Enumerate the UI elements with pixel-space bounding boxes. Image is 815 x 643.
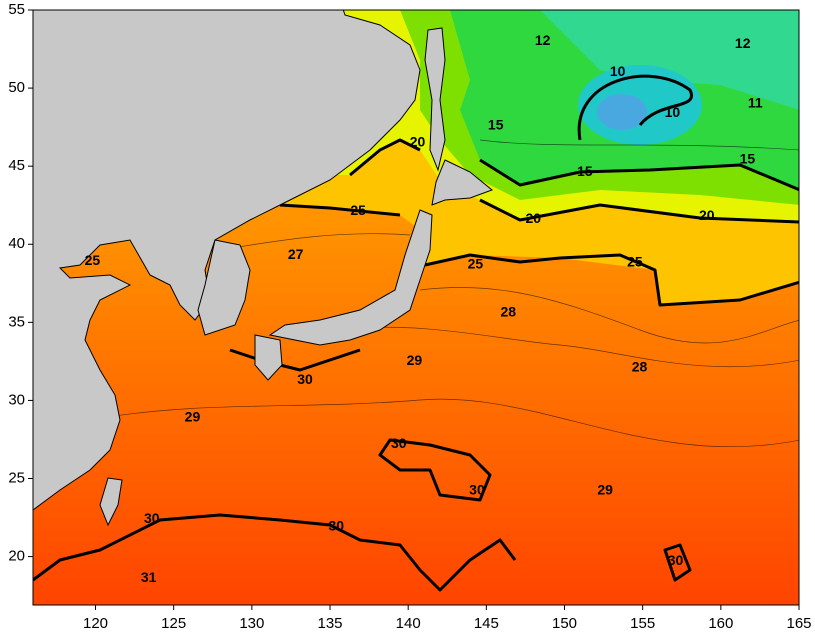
- y-tick-label: 25: [8, 469, 25, 486]
- contour-label: 25: [468, 255, 484, 271]
- contour-label: 20: [699, 207, 715, 223]
- contour-label: 15: [577, 163, 593, 179]
- contour-label: 11: [748, 94, 763, 110]
- y-tick-label: 35: [8, 313, 25, 330]
- contour-label: 15: [488, 116, 504, 132]
- isotherm-30: [229, 348, 361, 372]
- sst-field: [33, 10, 799, 605]
- land-sakhalin: [424, 27, 446, 172]
- land-taiwan: [99, 477, 123, 527]
- isotherm-thin: [219, 233, 411, 251]
- isotherm-15: [479, 158, 799, 192]
- contour-label: 30: [668, 552, 684, 568]
- contour-label: 20: [410, 133, 426, 149]
- y-tick-label: 30: [8, 391, 25, 408]
- land-korea: [197, 239, 251, 336]
- x-tick-label: 125: [161, 615, 186, 632]
- contour-label: 28: [632, 358, 648, 374]
- isotherm-thin: [479, 139, 799, 151]
- contour-label: 10: [610, 63, 626, 79]
- contour-label: 27: [288, 246, 304, 262]
- isotherm-thin: [339, 326, 799, 368]
- contour-label: 25: [350, 202, 366, 218]
- x-tick-label: 160: [708, 615, 733, 632]
- isotherm-25: [424, 253, 799, 307]
- contour-label: 15: [740, 151, 756, 167]
- contour-label: 30: [297, 371, 313, 387]
- land-asia: [33, 10, 421, 511]
- x-tick-label: 120: [83, 615, 108, 632]
- y-tick-label: 50: [8, 79, 25, 96]
- contour-label: 31: [141, 569, 157, 585]
- contour-label: 29: [185, 408, 201, 424]
- y-tick-label: 20: [8, 548, 25, 565]
- x-tick-label: 145: [474, 615, 499, 632]
- contour-label: 25: [85, 252, 101, 268]
- y-tick-label: 55: [8, 1, 25, 18]
- zone-below-12: [540, 10, 799, 110]
- x-tick-label: 155: [630, 615, 655, 632]
- contour-label: 30: [328, 518, 344, 534]
- contour-label: 28: [500, 304, 516, 320]
- isotherm-thin: [419, 287, 799, 344]
- contour-label: 30: [391, 435, 407, 451]
- y-tick-label: 45: [8, 157, 25, 174]
- contour-label: 12: [735, 35, 751, 51]
- contour-label: 29: [407, 352, 423, 368]
- contour-label: 30: [144, 510, 160, 526]
- isotherm-25: [279, 203, 401, 217]
- isotherm-20: [349, 138, 421, 177]
- contour-label: 10: [665, 104, 681, 120]
- contour-label: 12: [535, 32, 551, 48]
- isotherm-30: [378, 438, 492, 502]
- isotherm-10: [577, 74, 694, 141]
- contour-label: 30: [469, 482, 485, 498]
- x-tick-label: 165: [786, 615, 811, 632]
- land-kyushu: [254, 334, 283, 381]
- isotherm-20: [479, 198, 799, 224]
- isotherm-30: [663, 543, 692, 582]
- x-tick-label: 140: [396, 615, 421, 632]
- land-hokkaido: [431, 159, 493, 206]
- plot-frame: [32, 9, 800, 606]
- zone-coldest: [597, 94, 647, 130]
- contour-label: 29: [597, 482, 613, 498]
- y-tick-label: 40: [8, 235, 25, 252]
- contour-label: 20: [525, 210, 541, 226]
- x-tick-label: 150: [552, 615, 577, 632]
- isotherm-30: [33, 513, 517, 592]
- isotherm-thin: [89, 398, 799, 448]
- contour-label: 25: [627, 254, 643, 270]
- x-tick-label: 130: [239, 615, 264, 632]
- land-honshu: [268, 209, 433, 346]
- x-tick-label: 135: [318, 615, 343, 632]
